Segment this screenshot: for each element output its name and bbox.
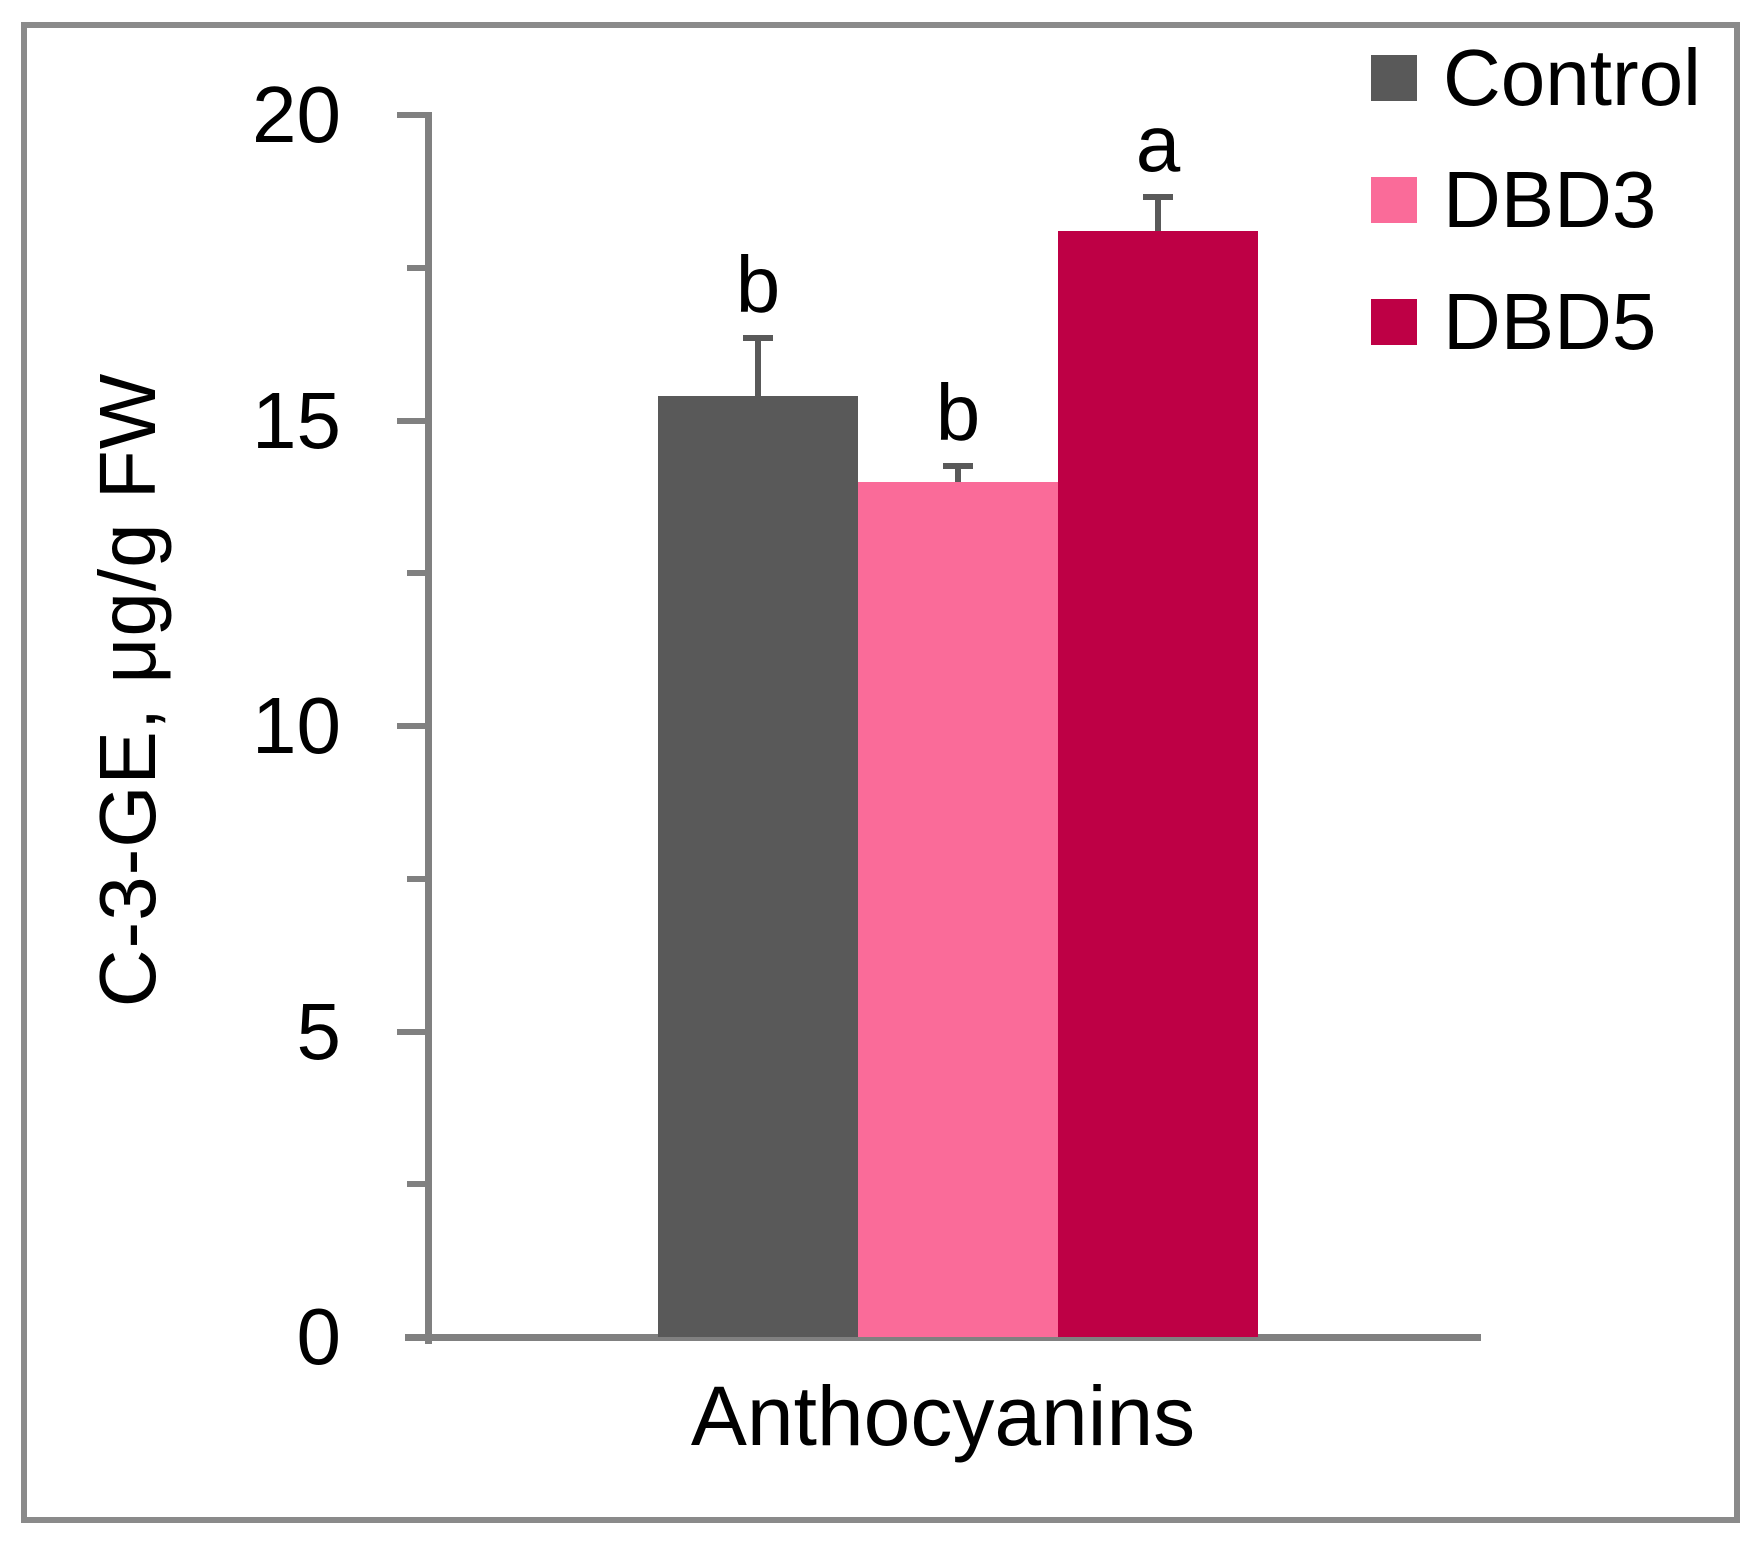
significance-letter: b (735, 239, 781, 329)
y-axis-tick-label: 15 (252, 375, 341, 465)
significance-letter: b (935, 368, 981, 458)
legend-item-dbd3: DBD3 (1371, 152, 1656, 248)
y-axis-major-tick (397, 1028, 425, 1035)
y-axis-tick-label: 5 (296, 986, 342, 1076)
y-axis-minor-tick (407, 264, 425, 271)
y-axis-minor-tick (407, 1181, 425, 1188)
bar-control (658, 396, 858, 1337)
x-axis-label: Anthocyanins (690, 1369, 1196, 1463)
legend-label: DBD3 (1443, 155, 1657, 244)
y-axis-tick-label: 20 (252, 70, 341, 159)
y-axis-major-tick (397, 112, 425, 118)
y-axis-tick-label: 10 (252, 681, 341, 770)
significance-letter: a (1135, 99, 1181, 189)
legend-label: Control (1443, 33, 1701, 122)
legend-swatch-dbd5 (1371, 299, 1417, 345)
bar-dbd3 (858, 481, 1058, 1337)
legend-swatch-control (1371, 55, 1417, 101)
y-axis-minor-tick (407, 570, 425, 577)
figure-border (21, 22, 1740, 1523)
error-bar-cap (943, 463, 973, 470)
error-bar-stem (755, 334, 761, 397)
legend-item-control: Control (1371, 30, 1701, 126)
error-bar-stem (1155, 194, 1161, 232)
y-axis-minor-tick (407, 875, 425, 882)
error-bar-cap (1143, 194, 1173, 201)
y-axis-line (425, 112, 432, 1344)
error-bar-stem (955, 463, 961, 482)
error-bar-cap (743, 334, 773, 341)
y-axis-major-tick (397, 417, 425, 424)
legend-label: DBD5 (1443, 277, 1657, 366)
y-axis-tick-label: 0 (296, 1292, 342, 1381)
x-axis-line (405, 1334, 1481, 1341)
y-axis-major-tick (397, 723, 425, 729)
bar-dbd5 (1058, 231, 1258, 1337)
legend-item-dbd5: DBD5 (1371, 274, 1656, 370)
legend-swatch-dbd3 (1371, 177, 1417, 223)
